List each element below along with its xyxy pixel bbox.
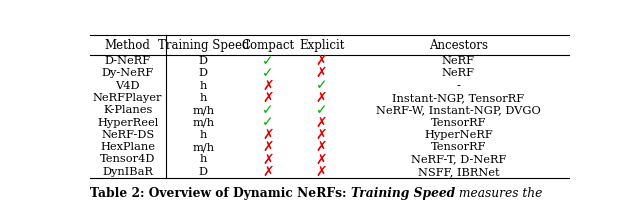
- Text: Table 2: Overview of Dynamic NeRFs:: Table 2: Overview of Dynamic NeRFs:: [90, 187, 351, 200]
- Text: NeRF: NeRF: [442, 56, 475, 66]
- Text: Tensor4D: Tensor4D: [100, 155, 156, 165]
- Text: TensorRF: TensorRF: [431, 117, 486, 127]
- Text: Ancestors: Ancestors: [429, 38, 488, 52]
- Text: ✓: ✓: [262, 54, 274, 68]
- Text: h: h: [200, 81, 207, 91]
- Text: ✗: ✗: [316, 91, 328, 105]
- Text: D: D: [199, 56, 208, 66]
- Text: D: D: [199, 68, 208, 78]
- Text: Explicit: Explicit: [299, 38, 344, 52]
- Text: -: -: [456, 81, 460, 91]
- Text: NeRF-W, Instant-NGP, DVGO: NeRF-W, Instant-NGP, DVGO: [376, 105, 541, 115]
- Text: measures the: measures the: [455, 187, 542, 200]
- Text: NeRF-DS: NeRF-DS: [101, 130, 154, 140]
- Text: ✗: ✗: [316, 165, 328, 179]
- Text: Training Speed: Training Speed: [157, 38, 249, 52]
- Text: DynIBaR: DynIBaR: [102, 167, 153, 177]
- Text: ✓: ✓: [262, 115, 274, 130]
- Text: Compact: Compact: [241, 38, 294, 52]
- Text: K-Planes: K-Planes: [103, 105, 152, 115]
- Text: ✗: ✗: [262, 79, 274, 93]
- Text: NeRFPlayer: NeRFPlayer: [93, 93, 163, 103]
- Text: NeRF-T, D-NeRF: NeRF-T, D-NeRF: [411, 155, 506, 165]
- Text: Training Speed: Training Speed: [351, 187, 455, 200]
- Text: ✓: ✓: [262, 66, 274, 80]
- Text: NeRF: NeRF: [442, 68, 475, 78]
- Text: D: D: [199, 167, 208, 177]
- Text: ✗: ✗: [316, 66, 328, 80]
- Text: V4D: V4D: [115, 81, 140, 91]
- Text: ✗: ✗: [262, 91, 274, 105]
- Text: ✗: ✗: [262, 140, 274, 154]
- Text: h: h: [200, 93, 207, 103]
- Text: h: h: [200, 130, 207, 140]
- Text: ✗: ✗: [316, 153, 328, 166]
- Text: h: h: [200, 155, 207, 165]
- Text: Instant-NGP, TensorRF: Instant-NGP, TensorRF: [392, 93, 525, 103]
- Text: Dy-NeRF: Dy-NeRF: [102, 68, 154, 78]
- Text: ✗: ✗: [262, 153, 274, 166]
- Text: HyperReel: HyperReel: [97, 117, 158, 127]
- Text: ✓: ✓: [316, 79, 328, 93]
- Text: ✗: ✗: [316, 115, 328, 130]
- Text: D-NeRF: D-NeRF: [105, 56, 151, 66]
- Text: ✗: ✗: [262, 128, 274, 142]
- Text: HexPlane: HexPlane: [100, 142, 156, 152]
- Text: Method: Method: [105, 38, 150, 52]
- Text: m/h: m/h: [192, 142, 214, 152]
- Text: ✗: ✗: [316, 128, 328, 142]
- Text: HyperNeRF: HyperNeRF: [424, 130, 493, 140]
- Text: ✓: ✓: [316, 103, 328, 117]
- Text: m/h: m/h: [192, 105, 214, 115]
- Text: m/h: m/h: [192, 117, 214, 127]
- Text: ✓: ✓: [262, 103, 274, 117]
- Text: ✗: ✗: [316, 54, 328, 68]
- Text: NSFF, IBRNet: NSFF, IBRNet: [418, 167, 499, 177]
- Text: TensorRF: TensorRF: [431, 142, 486, 152]
- Text: ✗: ✗: [262, 165, 274, 179]
- Text: ✗: ✗: [316, 140, 328, 154]
